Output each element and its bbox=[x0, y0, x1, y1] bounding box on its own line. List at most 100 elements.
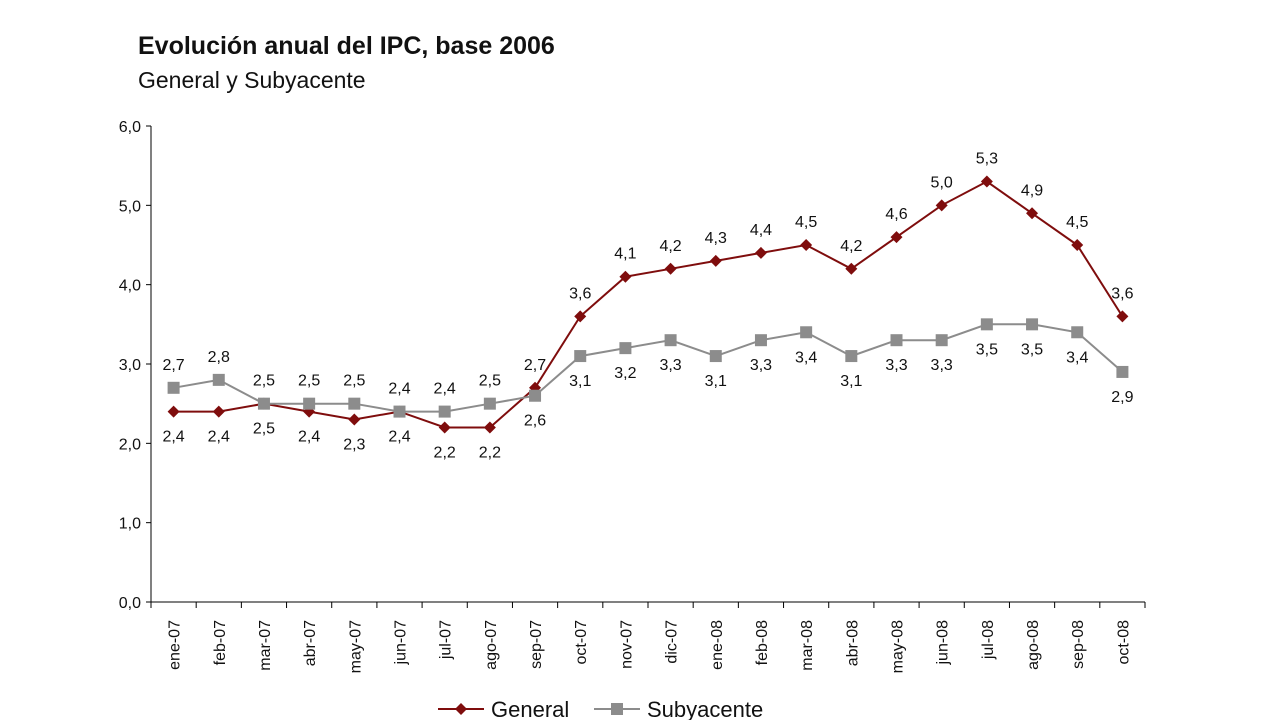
data-point-general bbox=[664, 262, 677, 275]
y-tick-label: 0,0 bbox=[119, 595, 141, 612]
data-label-subyacente: 2,5 bbox=[253, 421, 275, 438]
chart-title: Evolución anual del IPC, base 2006 bbox=[138, 32, 555, 60]
x-tick-label: may-08 bbox=[890, 620, 907, 673]
data-point-general bbox=[1026, 207, 1039, 220]
data-label-subyacente: 3,1 bbox=[840, 373, 862, 390]
legend[interactable]: General Subyacente bbox=[438, 697, 763, 720]
series-line-general bbox=[173, 180, 1124, 429]
data-point-general bbox=[167, 405, 180, 418]
data-label-subyacente: 3,1 bbox=[705, 373, 727, 390]
data-label-general: 5,3 bbox=[976, 151, 998, 168]
legend-marker-square-icon bbox=[611, 703, 623, 715]
data-label-general: 4,1 bbox=[614, 246, 636, 263]
data-label-subyacente: 2,5 bbox=[479, 373, 501, 390]
data-label-general: 2,4 bbox=[208, 429, 230, 446]
y-tick-label: 2,0 bbox=[119, 436, 141, 453]
data-label-general: 2,4 bbox=[298, 429, 320, 446]
data-label-general: 4,6 bbox=[885, 206, 907, 223]
data-point-subyacente bbox=[709, 350, 722, 363]
data-label-subyacente: 2,4 bbox=[434, 381, 456, 398]
data-label-subyacente: 3,5 bbox=[976, 341, 998, 358]
x-tick-label: ago-07 bbox=[483, 620, 500, 670]
data-label-general: 4,9 bbox=[1021, 182, 1043, 199]
x-axis-ticks: ene-07 feb-07 mar-07 abr-07 may-07 jun-07 jul-… bbox=[150, 602, 1146, 673]
series-subyacente bbox=[167, 318, 1129, 418]
data-label-subyacente: 3,4 bbox=[1066, 349, 1088, 366]
data-point-general bbox=[800, 239, 813, 251]
data-point-subyacente bbox=[348, 397, 361, 410]
data-label-general: 3,6 bbox=[569, 285, 591, 302]
data-point-general bbox=[754, 246, 767, 259]
data-label-general: 5,0 bbox=[931, 174, 953, 191]
data-label-subyacente: 3,2 bbox=[614, 365, 636, 382]
data-point-subyacente bbox=[483, 397, 496, 410]
data-point-subyacente bbox=[167, 381, 180, 394]
x-tick-label: abr-07 bbox=[302, 620, 319, 666]
data-label-subyacente: 2,4 bbox=[388, 429, 410, 446]
data-label-subyacente: 3,3 bbox=[659, 357, 681, 374]
data-point-general bbox=[1071, 239, 1084, 251]
x-tick-label: oct-07 bbox=[573, 620, 590, 665]
legend-entry-general[interactable]: General bbox=[438, 697, 569, 720]
data-point-subyacente bbox=[212, 373, 225, 386]
data-label-subyacente: 3,3 bbox=[750, 357, 772, 374]
data-point-subyacente bbox=[438, 405, 451, 418]
data-label-general: 4,3 bbox=[705, 230, 727, 247]
y-tick-label: 1,0 bbox=[119, 516, 141, 533]
x-tick-label: abr-08 bbox=[844, 620, 861, 666]
x-tick-label: ene-08 bbox=[709, 620, 726, 670]
x-tick-label: nov-07 bbox=[618, 620, 635, 669]
x-tick-label: oct-08 bbox=[1115, 620, 1132, 665]
data-label-general: 2,7 bbox=[524, 357, 546, 374]
data-point-general bbox=[890, 231, 903, 244]
axes bbox=[150, 126, 1145, 603]
data-point-general bbox=[212, 405, 225, 418]
data-label-subyacente: 2,8 bbox=[208, 349, 230, 366]
data-point-general bbox=[935, 199, 948, 212]
data-label-general: 4,4 bbox=[750, 222, 772, 239]
data-label-subyacente: 3,3 bbox=[885, 357, 907, 374]
data-label-subyacente: 3,1 bbox=[569, 373, 591, 390]
legend-label: Subyacente bbox=[647, 697, 763, 720]
data-point-general bbox=[980, 175, 993, 188]
data-point-subyacente bbox=[935, 334, 948, 347]
x-tick-label: sep-08 bbox=[1070, 620, 1087, 669]
data-label-subyacente: 2,5 bbox=[298, 373, 320, 390]
x-tick-label: jul-08 bbox=[980, 620, 997, 660]
data-label-general: 2,4 bbox=[388, 381, 410, 398]
series-general bbox=[167, 175, 1129, 434]
x-tick-label: feb-08 bbox=[754, 620, 771, 665]
data-point-subyacente bbox=[529, 389, 542, 402]
data-point-general bbox=[845, 262, 858, 275]
x-tick-label: ene-07 bbox=[167, 620, 184, 670]
data-label-subyacente: 3,4 bbox=[795, 349, 817, 366]
data-point-subyacente bbox=[619, 342, 632, 355]
x-tick-label: dic-07 bbox=[664, 620, 681, 664]
data-point-subyacente bbox=[845, 350, 858, 363]
data-point-subyacente bbox=[1071, 326, 1084, 339]
data-label-general: 2,5 bbox=[253, 373, 275, 390]
data-point-subyacente bbox=[1026, 318, 1039, 331]
data-point-general bbox=[709, 254, 722, 267]
legend-label: General bbox=[491, 697, 569, 720]
data-label-subyacente: 2,9 bbox=[1111, 389, 1133, 406]
x-tick-label: jun-08 bbox=[935, 620, 952, 666]
data-point-subyacente bbox=[303, 397, 316, 410]
data-point-general bbox=[438, 421, 451, 434]
data-label-general: 4,2 bbox=[659, 238, 681, 255]
series bbox=[167, 175, 1129, 434]
data-label-subyacente: 2,7 bbox=[162, 357, 184, 374]
data-label-subyacente: 2,6 bbox=[524, 413, 546, 430]
data-point-subyacente bbox=[574, 350, 587, 363]
data-point-subyacente bbox=[1116, 365, 1129, 378]
data-label-subyacente: 2,5 bbox=[343, 373, 365, 390]
data-label-general: 4,2 bbox=[840, 238, 862, 255]
y-tick-label: 4,0 bbox=[119, 278, 141, 295]
chart-subtitle: General y Subyacente bbox=[138, 67, 366, 93]
legend-marker-diamond-icon bbox=[455, 703, 467, 715]
x-tick-label: feb-07 bbox=[212, 620, 229, 665]
legend-entry-subyacente[interactable]: Subyacente bbox=[594, 697, 763, 720]
data-label-subyacente: 3,5 bbox=[1021, 341, 1043, 358]
data-point-general bbox=[1116, 310, 1129, 323]
